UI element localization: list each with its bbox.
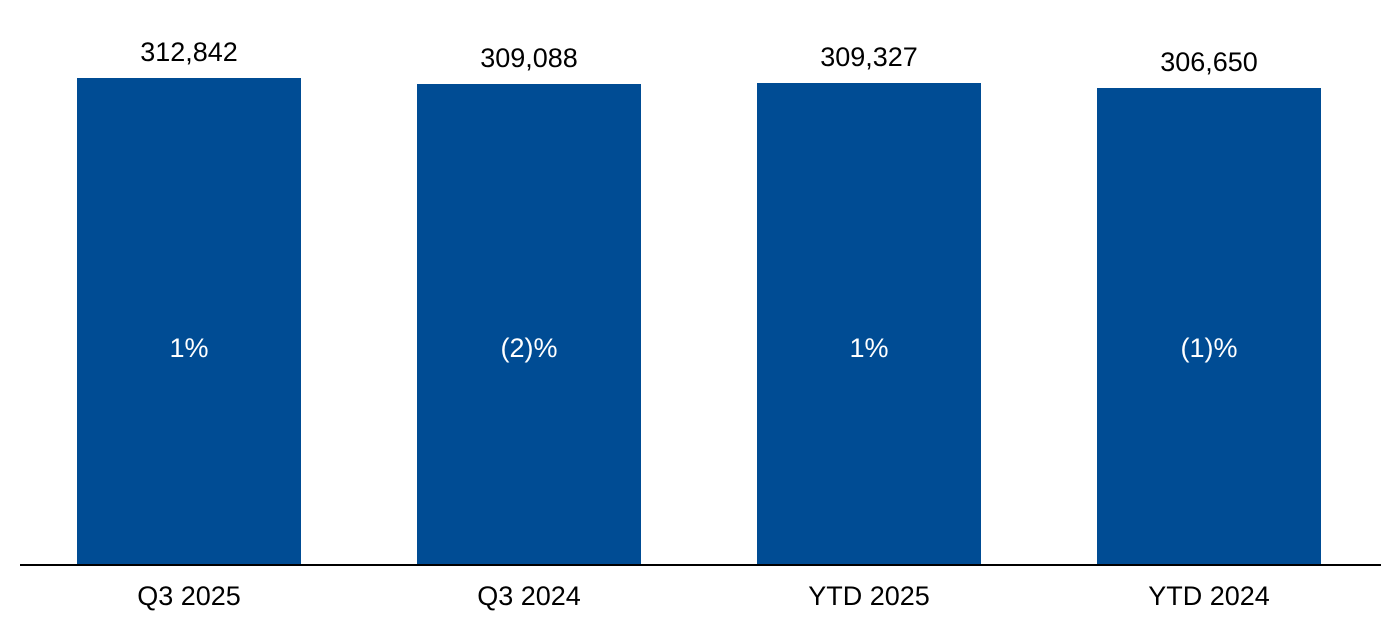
bar: 1%	[77, 78, 301, 564]
x-axis-tick-label: Q3 2025	[137, 581, 241, 611]
bar-value-label: 309,327	[820, 42, 918, 72]
bar-percent-label: 1%	[849, 333, 889, 363]
x-axis-tick-label: YTD 2025	[808, 581, 930, 611]
x-axis-tick-label: Q3 2024	[477, 581, 581, 611]
x-axis-tick-label: YTD 2024	[1148, 581, 1270, 611]
bar: (1)%	[1097, 88, 1321, 564]
bar-value-label: 309,088	[480, 43, 578, 73]
bar: 1%	[757, 83, 981, 564]
bar-percent-label: 1%	[169, 333, 209, 363]
bar-percent-label: (2)%	[500, 333, 558, 363]
bar-value-label: 312,842	[140, 37, 238, 67]
x-axis-line	[20, 564, 1381, 566]
bar: (2)%	[417, 84, 641, 564]
bar-percent-label: (1)%	[1180, 333, 1238, 363]
bar-value-label: 306,650	[1160, 47, 1258, 77]
